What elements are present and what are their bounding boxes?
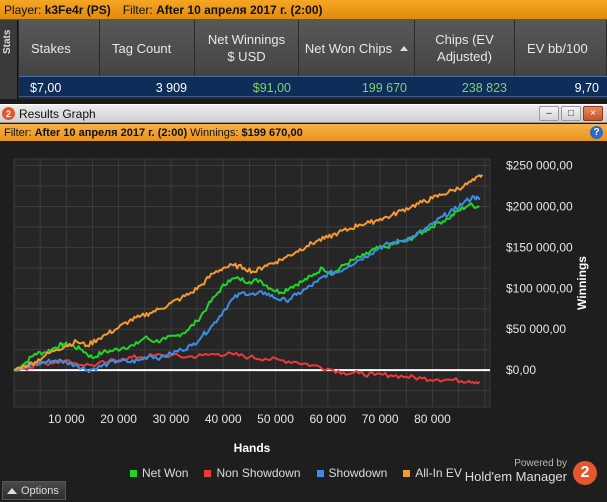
legend-item-all-in-ev[interactable]: All-In EV	[403, 466, 462, 480]
y-tick-label: $0,00	[506, 363, 536, 377]
legend-item-showdown[interactable]: Showdown	[316, 466, 388, 480]
y-tick-label: $50 000,00	[506, 322, 566, 336]
graph-filter-bar: Filter: After 10 апреля 2017 г. (2:00) W…	[0, 124, 607, 141]
legend-swatch	[130, 469, 137, 477]
column-header-net-winnings[interactable]: Net Winnings $ USD	[195, 20, 299, 76]
bottom-bar: Options Net Won Non Showdown Showdown All-I…	[0, 458, 607, 502]
x-tick-label: 70 000	[362, 412, 399, 426]
chart-legend: Net Won Non Showdown Showdown All-In EV	[130, 466, 462, 480]
y-tick-label: $100 000,00	[506, 281, 573, 295]
stats-data-row[interactable]: $7,00 3 909 $91,00 199 670 238 823 9,70	[19, 76, 607, 97]
x-axis-label: Hands	[234, 441, 271, 455]
graph-filter-label: Filter:	[4, 126, 32, 139]
stats-panel: Stats Stakes Tag Count Net Winnings $ US…	[0, 20, 607, 99]
x-tick-label: 60 000	[309, 412, 346, 426]
winnings-value: $199 670,00	[241, 126, 303, 139]
cell-net-won-chips: 199 670	[361, 80, 407, 95]
legend-swatch	[316, 469, 324, 477]
options-arrow-icon	[7, 487, 17, 494]
cell-chips-ev: 238 823	[461, 80, 507, 95]
legend-label: Net Won	[142, 466, 189, 480]
stats-header-row: Stakes Tag Count Net Winnings $ USD Net …	[19, 20, 607, 76]
x-tick-label: 80 000	[414, 412, 451, 426]
column-header-stakes[interactable]: Stakes	[19, 20, 100, 76]
y-tick-label: $200 000,00	[506, 199, 573, 213]
stats-side-tab[interactable]: Stats	[0, 20, 18, 99]
legend-swatch	[403, 469, 411, 477]
results-chart: 10 000 20 000 30 000 40 000 50 000 60 000 70 0…	[13, 158, 589, 455]
x-tick-label: 30 000	[153, 412, 190, 426]
filter-value: After 10 апреля 2017 г. (2:00)	[156, 2, 323, 17]
results-graph-title: Results Graph	[19, 106, 96, 121]
x-tick-label: 20 000	[100, 412, 137, 426]
legend-label: All-In EV	[415, 466, 462, 480]
hm2-logo-icon: 2	[2, 107, 15, 120]
legend-swatch	[204, 469, 212, 477]
x-tick-label: 50 000	[257, 412, 294, 426]
stats-tab-label: Stats	[2, 29, 13, 54]
cell-tag-count: 3 909	[155, 80, 187, 95]
help-icon[interactable]: ?	[590, 126, 603, 139]
stats-table: Stakes Tag Count Net Winnings $ USD Net …	[19, 20, 607, 99]
results-graph: 10 000 20 000 30 000 40 000 50 000 60 000 70 0…	[0, 141, 607, 479]
cell-net-winnings: $91,00	[252, 80, 291, 95]
hm2-brand-logo-icon: 2	[573, 461, 597, 485]
brand-name: Hold'em Manager	[464, 469, 567, 484]
filter-label: Filter:	[122, 2, 153, 17]
winnings-label: Winnings:	[190, 126, 239, 139]
player-label: Player:	[4, 2, 42, 17]
top-filter-bar: Player: k3Fe4r (PS) Filter: After 10 апр…	[0, 0, 607, 20]
legend-item-non-showdown[interactable]: Non Showdown	[204, 466, 301, 480]
column-header-chips-ev[interactable]: Chips (EV Adjusted)	[415, 20, 515, 76]
cell-ev-bb100: 9,70	[574, 80, 599, 95]
graph-filter-value: After 10 апреля 2017 г. (2:00)	[34, 126, 188, 139]
legend-item-net-won[interactable]: Net Won	[130, 466, 188, 480]
series-line-showdown	[14, 195, 481, 374]
y-tick-label: $250 000,00	[506, 159, 573, 173]
legend-label: Showdown	[328, 466, 388, 480]
minimize-button[interactable]: –	[539, 106, 559, 121]
column-header-net-won-chips[interactable]: Net Won Chips	[299, 20, 415, 76]
series-line-non-showdown	[13, 351, 481, 385]
column-header-tag-count[interactable]: Tag Count	[100, 20, 195, 76]
cell-stakes: $7,00	[30, 80, 62, 95]
y-tick-label: $150 000,00	[506, 240, 573, 254]
player-name: k3Fe4r (PS)	[44, 2, 111, 17]
series-line-all-in-ev	[13, 174, 484, 372]
x-tick-label: 10 000	[48, 412, 85, 426]
results-graph-titlebar: 2 Results Graph – □ ×	[0, 104, 607, 123]
x-tick-label: 40 000	[205, 412, 242, 426]
y-axis-label: Winnings	[575, 256, 589, 310]
maximize-button[interactable]: □	[561, 106, 581, 121]
powered-by: Powered by Hold'em Manager	[464, 458, 567, 484]
options-button[interactable]: Options	[2, 481, 66, 500]
close-button[interactable]: ×	[583, 106, 603, 121]
column-header-ev-bb100[interactable]: EV bb/100	[515, 20, 607, 76]
legend-label: Non Showdown	[216, 466, 301, 480]
sort-ascending-icon	[400, 45, 409, 51]
